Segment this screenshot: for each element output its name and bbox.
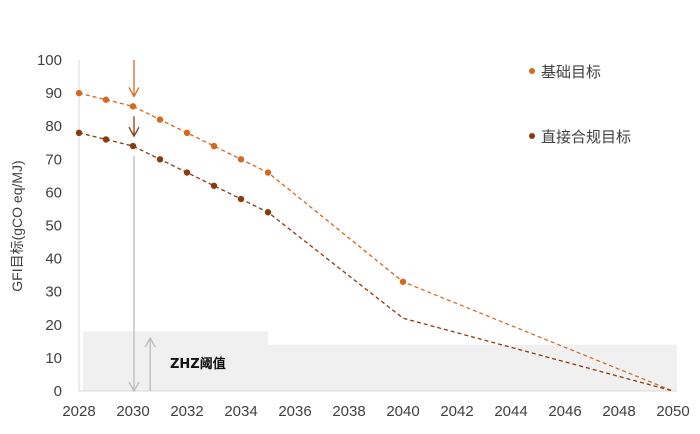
data-point xyxy=(129,142,137,150)
x-tick-label: 2028 xyxy=(62,403,95,420)
arrowhead-icon xyxy=(128,126,140,138)
x-tick-label: 2044 xyxy=(494,403,527,420)
x-tick-label: 2034 xyxy=(224,403,257,420)
data-point xyxy=(264,169,272,176)
y-tick-label: 90 xyxy=(45,85,62,102)
data-point xyxy=(237,156,245,163)
y-tick-label: 10 xyxy=(45,350,62,367)
y-axis-title: GFI目标(gCO eq/MJ) xyxy=(9,160,25,291)
zhz-threshold-label: ZHZ阈值 xyxy=(170,356,226,372)
data-point xyxy=(399,278,407,285)
y-tick-label: 60 xyxy=(45,184,62,201)
y-tick-label: 0 xyxy=(54,383,62,400)
y-tick-label: 20 xyxy=(45,317,62,334)
legend: 基础目标 直接合规目标 xyxy=(529,63,631,146)
arrowhead-icon xyxy=(128,87,140,98)
x-tick-label: 2048 xyxy=(602,403,635,420)
data-point xyxy=(102,136,110,143)
x-tick-label: 2042 xyxy=(440,403,473,420)
x-tick-label: 2050 xyxy=(656,403,689,420)
legend-label-base: 基础目标 xyxy=(541,63,601,81)
y-tick-label: 70 xyxy=(45,151,62,168)
data-point xyxy=(156,156,164,163)
data-point xyxy=(102,96,110,103)
legend-label-direct: 直接合规目标 xyxy=(541,128,631,146)
legend-marker-base xyxy=(529,68,535,74)
data-point xyxy=(183,169,191,176)
series-lines xyxy=(75,89,674,392)
data-point xyxy=(156,116,164,123)
x-tick-label: 2046 xyxy=(548,403,581,420)
x-tick-label: 2040 xyxy=(386,403,419,420)
arrowhead-icon xyxy=(128,381,140,393)
data-point xyxy=(129,103,137,110)
annotation-arrows xyxy=(128,60,156,393)
y-tick-label: 50 xyxy=(45,218,62,235)
x-tick-label: 2036 xyxy=(278,403,311,420)
zhz-threshold-region xyxy=(83,331,677,391)
y-tick-label: 100 xyxy=(37,52,62,69)
x-tick-label: 2038 xyxy=(332,403,365,420)
x-tick-label: 2030 xyxy=(116,403,149,420)
data-point xyxy=(75,89,83,97)
legend-marker-direct xyxy=(529,133,535,139)
shaded-region xyxy=(83,331,268,391)
y-tick-label: 30 xyxy=(45,284,62,301)
y-tick-label: 80 xyxy=(45,118,62,135)
arrowhead-icon xyxy=(144,336,156,348)
y-tick-label: 40 xyxy=(45,251,62,268)
shaded-region xyxy=(268,344,677,391)
data-point xyxy=(210,182,218,189)
data-point xyxy=(75,129,83,137)
data-point xyxy=(183,129,191,137)
data-point xyxy=(210,142,218,150)
x-tick-label: 2032 xyxy=(170,403,203,420)
data-point xyxy=(264,209,272,216)
data-point xyxy=(237,195,245,203)
